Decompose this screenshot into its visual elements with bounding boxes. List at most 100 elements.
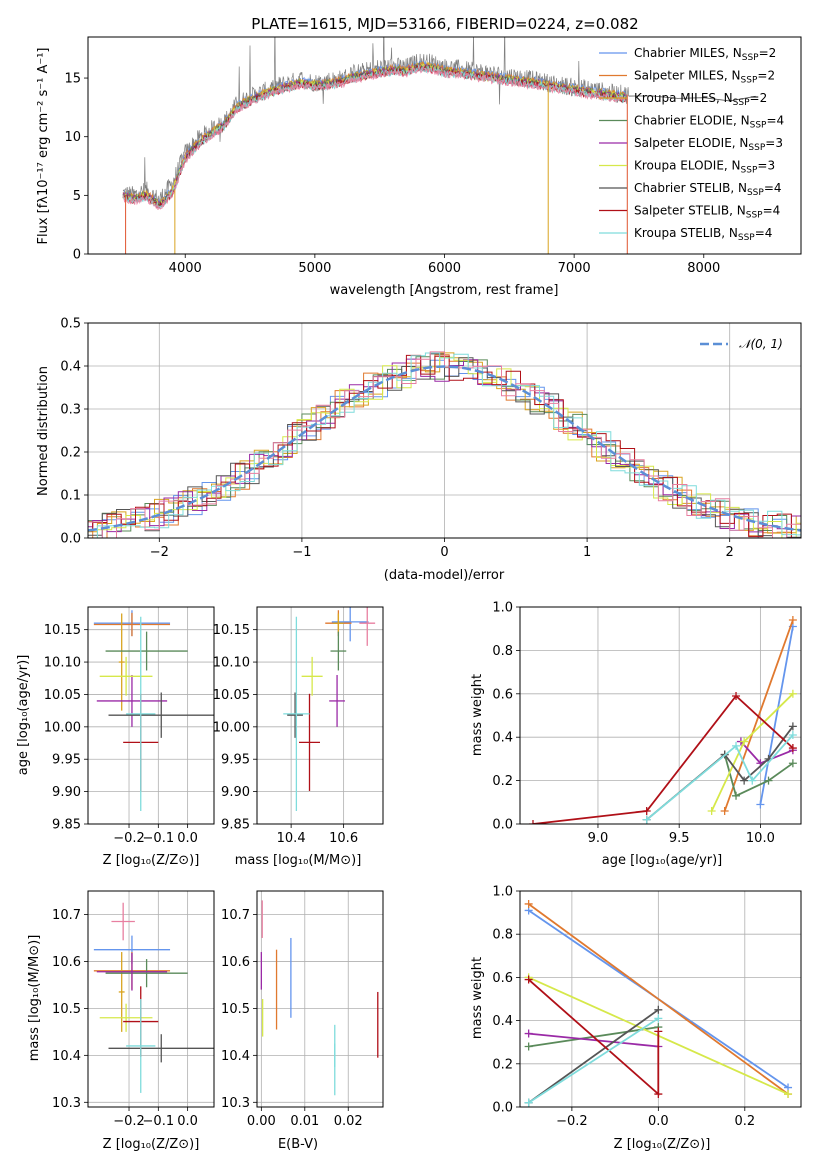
x-tick-label: −0.1 bbox=[143, 1114, 175, 1129]
weight-marker bbox=[528, 820, 537, 824]
legend-label: Salpeter MILES, NSSP=2 bbox=[634, 69, 775, 86]
model-spectrum-line bbox=[122, 65, 626, 211]
weight-marker bbox=[764, 776, 773, 785]
residual-histogram-panel: −2 −1 0 1 2 0.0 0.1 0.2 0.3 0.4 0.5 𝒩(0, 1) bbox=[60, 317, 802, 560]
weight-marker bbox=[524, 975, 533, 984]
plot-area bbox=[283, 607, 376, 812]
weight-series-line bbox=[646, 725, 794, 821]
legend-label-tail: =4 bbox=[766, 114, 784, 128]
observed-spectrum-line bbox=[122, 37, 629, 206]
weight-series-line bbox=[528, 1009, 659, 1104]
x-tick-label: 10.6 bbox=[329, 831, 358, 846]
y-tick-label: 15 bbox=[64, 72, 81, 87]
x-tick-label: 0.0 bbox=[177, 831, 198, 846]
y-tick-label: 0.2 bbox=[492, 774, 513, 789]
histogram-series-step bbox=[88, 354, 801, 538]
x-tick-label: 4000 bbox=[169, 261, 202, 276]
legend-label-text: Kroupa MILES, N bbox=[634, 91, 733, 105]
weight-series-line bbox=[532, 694, 794, 824]
legend-label-sub: SSP bbox=[750, 121, 767, 131]
weight-marker bbox=[788, 731, 797, 740]
weight-series-line bbox=[759, 626, 794, 805]
x-tick-label: 9.0 bbox=[588, 831, 609, 846]
ebv-mass-panel: 0.00 0.01 0.02 10.3 10.4 10.5 10.6 10.7 bbox=[221, 890, 384, 1129]
weight-marker bbox=[788, 689, 797, 698]
legend-label-sub: SSP bbox=[738, 233, 755, 243]
x-tick-label: 0.2 bbox=[734, 1114, 755, 1129]
y-tick-label: 9.90 bbox=[221, 785, 250, 800]
weight-marker bbox=[642, 815, 651, 824]
z-mass-ylabel: mass [log₁₀(M/M⊙)] bbox=[27, 935, 42, 1062]
x-tick-label: 8000 bbox=[687, 261, 720, 276]
x-tick-label: 9.5 bbox=[669, 831, 690, 846]
x-tick-label: 0.02 bbox=[334, 1114, 363, 1129]
weight-marker bbox=[732, 741, 741, 750]
y-tick-label: 0.6 bbox=[492, 971, 513, 986]
plot-area bbox=[260, 900, 379, 1096]
y-tick-label: 0.5 bbox=[60, 317, 81, 332]
y-tick-label: 9.95 bbox=[52, 753, 81, 768]
legend-label-text: Chabrier STELIB, N bbox=[634, 181, 747, 195]
histogram-xlabel: (data-model)/error bbox=[384, 568, 505, 583]
age-weight-xlabel: age [log₁₀(age/yr)] bbox=[602, 853, 723, 868]
spectrum-panel: 4000 5000 6000 7000 8000 0 5 10 15 Chabrier MILES… bbox=[64, 36, 802, 276]
y-tick-label: 10.5 bbox=[221, 1002, 250, 1017]
weight-series-line bbox=[528, 1032, 659, 1048]
y-tick-label: 1.0 bbox=[492, 885, 513, 900]
y-tick-label: 0.0 bbox=[492, 818, 513, 833]
y-tick-label: 0.4 bbox=[492, 1014, 513, 1029]
weight-marker bbox=[524, 899, 533, 908]
age-weight-ylabel: mass weight bbox=[470, 674, 485, 756]
x-tick-label: 6000 bbox=[428, 261, 461, 276]
weight-series-line bbox=[723, 754, 794, 798]
y-tick-label: 0 bbox=[73, 248, 81, 263]
legend-label-tail: =3 bbox=[757, 159, 775, 173]
weight-marker bbox=[788, 744, 797, 753]
legend-label-tail: =4 bbox=[755, 226, 773, 240]
y-tick-label: 1.0 bbox=[492, 601, 513, 616]
axes-frame bbox=[519, 606, 802, 825]
axes-frame bbox=[87, 606, 215, 825]
weight-marker bbox=[788, 759, 797, 768]
x-tick-label: 0.01 bbox=[290, 1114, 319, 1129]
y-tick-label: 10.6 bbox=[52, 955, 81, 970]
y-tick-label: 10.6 bbox=[221, 955, 250, 970]
weight-marker bbox=[788, 722, 797, 731]
y-tick-label: 0.8 bbox=[492, 928, 513, 943]
x-tick-label: 10.4 bbox=[277, 831, 306, 846]
legend-label-sub: SSP bbox=[746, 211, 763, 221]
legend-label-text: Kroupa ELODIE, N bbox=[634, 159, 741, 173]
x-tick-label: −0.2 bbox=[556, 1114, 588, 1129]
metallicity-weight-panel: −0.2 0.0 0.2 0.0 0.2 0.4 0.6 0.8 1.0 bbox=[492, 885, 802, 1129]
y-tick-label: 10.15 bbox=[44, 623, 81, 638]
weight-marker bbox=[740, 737, 749, 746]
mass-age-panel: 10.4 10.6 9.85 9.90 9.95 10.00 10.05 10.10 10.15 bbox=[213, 606, 384, 846]
y-tick-label: 10.10 bbox=[213, 656, 250, 671]
y-tick-label: 0.0 bbox=[60, 532, 81, 547]
y-tick-label: 10.05 bbox=[44, 688, 81, 703]
legend-label-tail: =2 bbox=[750, 91, 768, 105]
y-tick-label: 10.3 bbox=[221, 1096, 250, 1111]
x-tick-label: 7000 bbox=[558, 261, 591, 276]
y-tick-label: 9.85 bbox=[221, 818, 250, 833]
weight-series-line bbox=[723, 619, 794, 812]
x-tick-label: 1 bbox=[583, 545, 591, 560]
age-weight-panel: 9.0 9.5 10.0 0.0 0.2 0.4 0.6 0.8 1.0 bbox=[492, 601, 802, 846]
x-tick-label: 2 bbox=[726, 545, 734, 560]
histogram-ylabel: Normed distribution bbox=[36, 366, 51, 496]
y-tick-label: 0.4 bbox=[60, 360, 81, 375]
ebv-mass-xlabel: E(B-V) bbox=[278, 1137, 318, 1152]
legend-label: Kroupa MILES, NSSP=2 bbox=[634, 91, 767, 108]
legend-label: Kroupa STELIB, NSSP=4 bbox=[634, 226, 772, 243]
z-weight-xlabel: Z [log₁₀(Z/Z⊙)] bbox=[614, 1137, 711, 1152]
y-tick-label: 10.15 bbox=[213, 623, 250, 638]
y-tick-label: 0.1 bbox=[60, 489, 81, 504]
histogram-series-step bbox=[88, 358, 801, 533]
legend-label-text: Salpeter ELODIE, N bbox=[634, 136, 748, 150]
weight-marker bbox=[732, 791, 741, 800]
legend-label-text: Chabrier MILES, N bbox=[634, 46, 742, 60]
z-age-xlabel: Z [log₁₀(Z/Z⊙)] bbox=[103, 853, 200, 868]
legend-label-text: Kroupa STELIB, N bbox=[634, 226, 738, 240]
metallicity-mass-panel: −0.2−0.1 0.0 10.3 10.4 10.5 10.6 10.7 bbox=[52, 890, 215, 1129]
